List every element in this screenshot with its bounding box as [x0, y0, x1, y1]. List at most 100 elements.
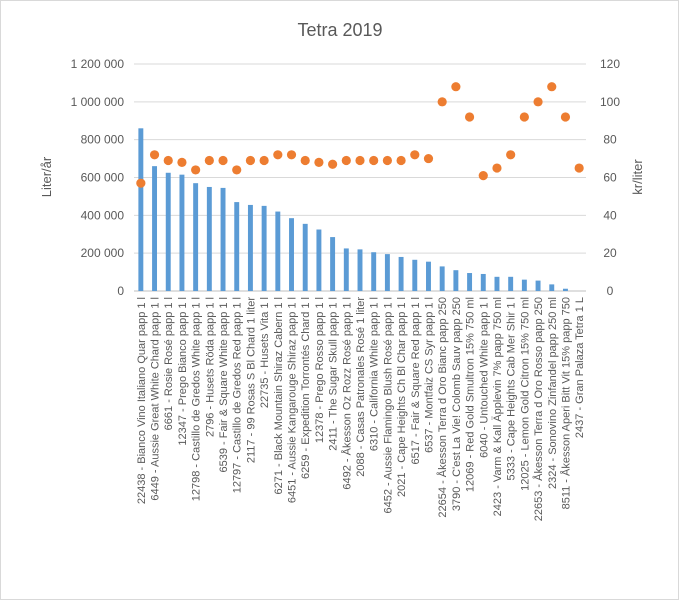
bar [206, 186, 212, 291]
y2-tick-label: 0 [607, 284, 614, 298]
bar [371, 252, 377, 291]
y-tick-label: 800 000 [81, 133, 125, 147]
price-point [163, 155, 173, 166]
category-label: 2796 - Husets Röda papp 1 l [204, 297, 216, 437]
y2-tick-label: 40 [603, 208, 617, 222]
price-point [136, 178, 146, 188]
price-point [519, 112, 529, 122]
price-point [245, 155, 256, 166]
price-point [232, 165, 242, 175]
category-label: 22735 - Husets Vita 1 l [259, 297, 271, 408]
price-point [369, 155, 379, 166]
bar [384, 254, 390, 291]
category-label: 6271 - Black Mountain Shiraz Cabern 1 l [273, 297, 285, 495]
category-label: 12378 - Prego Rosso papp 1 l [314, 297, 326, 443]
y-tick-label: 200 000 [81, 246, 125, 260]
price-point [547, 82, 557, 92]
bar [521, 279, 527, 291]
y2-tick-label: 100 [600, 95, 620, 109]
price-point [478, 171, 488, 181]
category-label: 6040 - Untouched White papp 1 l [478, 297, 490, 458]
bar [316, 229, 322, 291]
y-tick-label: 400 000 [81, 208, 125, 222]
category-label: 22653 - Åkesson Terra d Oro Rosso papp 2… [532, 297, 545, 521]
price-point [382, 155, 392, 166]
price-point [437, 97, 447, 107]
price-point [328, 159, 338, 169]
y2-tick-label: 80 [603, 133, 617, 147]
category-label: 6452 - Aussie Flamingo Blush Rosé papp 1… [382, 297, 394, 513]
price-point [286, 150, 297, 160]
category-label: 2437 - Gran Palaza Tetra 1 L [574, 297, 586, 438]
y2-tick-label: 20 [603, 246, 617, 260]
left-axis-ticks: 0 200 000 400 000 600 000 800 000 1 000 000 1 … [71, 57, 125, 298]
category-label: 2324 - Sonovino Zinfandel papp 250 ml [547, 297, 559, 489]
bar [289, 218, 294, 291]
y-tick-label: 1 000 000 [71, 95, 125, 109]
category-label: 2117 - 99 Rosas S Bl Chard 1 liter [245, 297, 257, 463]
bar [549, 284, 555, 291]
price-point [218, 155, 228, 166]
price-point [300, 155, 310, 166]
category-label: 2021 - Cape Heights Ch Bl Char papp 1 l [396, 297, 408, 497]
category-label: 6259 - Expedition Torrontés Chard 1 l [300, 297, 312, 479]
y-tick-label: 600 000 [81, 171, 125, 185]
bar [562, 288, 568, 291]
category-label: 22654 - Åkesson Terra d Oro Bianc papp 2… [436, 297, 449, 518]
price-point [396, 155, 406, 166]
category-label: 22438 - Bianco Vino Italiano Quar papp 1… [136, 297, 148, 504]
price-point [423, 153, 434, 164]
bar [165, 172, 171, 291]
price-point [355, 155, 365, 166]
category-label: 12347 - Prego Bianco papp 1 l [177, 297, 189, 446]
bar [439, 266, 445, 291]
price-point [574, 163, 584, 173]
price-point [204, 155, 214, 166]
price-point [451, 82, 461, 92]
category-label: 6310 - California White papp 1 l [369, 297, 381, 451]
bar [234, 202, 240, 291]
category-label: 6661 - Rosie Rosé papp 1 l [163, 297, 175, 430]
price-point [560, 112, 571, 122]
chart-title: Tetra 2019 [297, 20, 382, 40]
price-point [177, 157, 187, 167]
bar [179, 174, 185, 291]
bar [535, 280, 541, 291]
category-label: 12069 - Red Gold Smultron 15% 750 ml [465, 297, 477, 492]
price-point [533, 97, 543, 107]
bar [193, 183, 199, 291]
price-point [259, 155, 269, 166]
bar [220, 187, 226, 291]
category-label: 2088 - Casas Patronales Rosé 1 liter [355, 297, 367, 477]
bar [330, 237, 336, 291]
bar [453, 270, 459, 291]
category-label: 6451 - Aussie Kangarouge Shiraz papp 1 l [287, 297, 299, 503]
category-label: 2411 - The Sugar Skull papp 1 l [328, 297, 340, 451]
bar [275, 211, 281, 291]
bar [412, 259, 418, 291]
bar [302, 223, 308, 291]
bar [152, 166, 158, 291]
bar-series [138, 128, 568, 291]
category-label: 6449 - Aussie Great White Chard papp 1 l [150, 297, 162, 501]
price-point [191, 165, 201, 175]
bar [467, 273, 473, 291]
bar [426, 261, 431, 291]
price-point [506, 150, 516, 160]
price-point [410, 150, 420, 160]
y2-tick-label: 120 [600, 57, 620, 71]
right-axis-ticks: 0 20 40 60 80 100 120 [600, 57, 620, 298]
category-label: 6539 - Fair & Square White papp 1 l [218, 297, 230, 472]
price-point [341, 155, 351, 166]
y2-tick-label: 60 [603, 171, 617, 185]
y-tick-label: 1 200 000 [71, 57, 125, 71]
category-label: 12798 - Castillo de Gredos White papp 1 … [191, 297, 203, 501]
category-label: 5333 - Cape Heights Cab Mer Shir 1 l [506, 297, 518, 480]
category-label: 3790 - C'est La Vie! Colomb Sauv papp 25… [451, 297, 463, 511]
point-series [136, 82, 584, 188]
bar [494, 276, 500, 291]
bar [261, 205, 267, 291]
price-point [492, 163, 502, 173]
